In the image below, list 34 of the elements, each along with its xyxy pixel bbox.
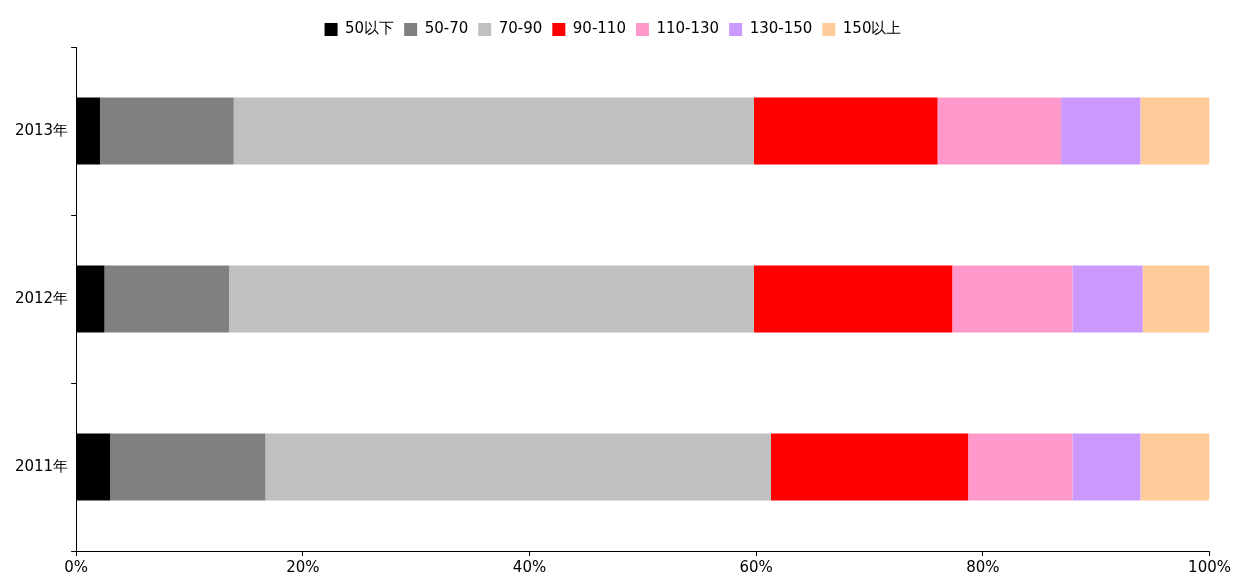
y-tick-label: 2013年 bbox=[14, 120, 69, 139]
bar bbox=[770, 433, 969, 501]
bar bbox=[265, 433, 771, 501]
bar bbox=[1140, 433, 1210, 501]
bar bbox=[1142, 265, 1210, 333]
y-tick-label: 2011年 bbox=[14, 456, 69, 475]
bar bbox=[1072, 265, 1143, 333]
x-tick-label: 60% bbox=[739, 557, 773, 576]
x-tick-label: 80% bbox=[966, 557, 1000, 576]
x-tick-label: 40% bbox=[512, 557, 547, 576]
legend-label: 110-130 bbox=[656, 19, 720, 38]
bar bbox=[952, 265, 1073, 333]
legend-label: 150以上 bbox=[842, 19, 902, 38]
bar bbox=[229, 265, 754, 333]
bar bbox=[753, 265, 953, 333]
x-tick-label: 0% bbox=[64, 557, 89, 576]
bar bbox=[99, 97, 234, 165]
legend-label: 50以下 bbox=[345, 19, 395, 38]
x-tick-label: 20% bbox=[286, 557, 320, 576]
legend-label: 130-150 bbox=[749, 19, 813, 38]
bar bbox=[1140, 97, 1210, 165]
x-tick-label: 100% bbox=[1188, 557, 1231, 576]
bar bbox=[937, 97, 1062, 165]
bar bbox=[110, 433, 266, 501]
bar bbox=[104, 265, 230, 333]
legend-label: 70-90 bbox=[498, 19, 543, 38]
y-tick-label: 2012年 bbox=[14, 288, 69, 307]
legend-label: 50-70 bbox=[424, 19, 469, 38]
legend-label: 90-110 bbox=[572, 19, 626, 38]
bar bbox=[753, 97, 938, 165]
bar bbox=[968, 433, 1073, 501]
bar bbox=[233, 97, 754, 165]
bar bbox=[1061, 97, 1141, 165]
bar bbox=[1072, 433, 1141, 501]
